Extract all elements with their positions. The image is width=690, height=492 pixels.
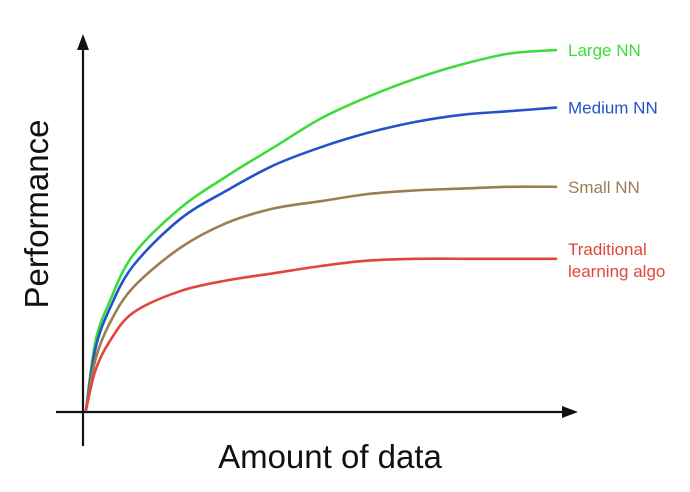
series-line-traditional-learning-algo	[84, 257, 558, 412]
series-label-small-nn: Small NN	[568, 178, 640, 197]
series-line-large-nn	[84, 48, 558, 412]
x-axis-title: Amount of data	[218, 438, 442, 475]
series-label-large-nn: Large NN	[568, 41, 641, 60]
series-label-traditional-learning-algo: Traditional learning algo	[568, 240, 665, 281]
series-label-line: Traditional	[568, 240, 647, 259]
series-label-line: Small NN	[568, 178, 640, 197]
series-label-line: Large NN	[568, 41, 641, 60]
series-label-line: learning algo	[568, 262, 665, 281]
y-axis-arrow	[77, 34, 89, 50]
y-axis-title: Performance	[18, 120, 55, 309]
series-label-medium-nn: Medium NN	[568, 99, 658, 118]
axes	[56, 34, 578, 446]
series-labels: Large NN Medium NN Small NN Traditional lear…	[568, 41, 665, 281]
series-line-medium-nn	[84, 106, 558, 412]
series-label-line: Medium NN	[568, 99, 658, 118]
series-layer	[84, 48, 558, 412]
x-axis-arrow	[562, 406, 578, 418]
series-line-small-nn	[84, 185, 558, 412]
